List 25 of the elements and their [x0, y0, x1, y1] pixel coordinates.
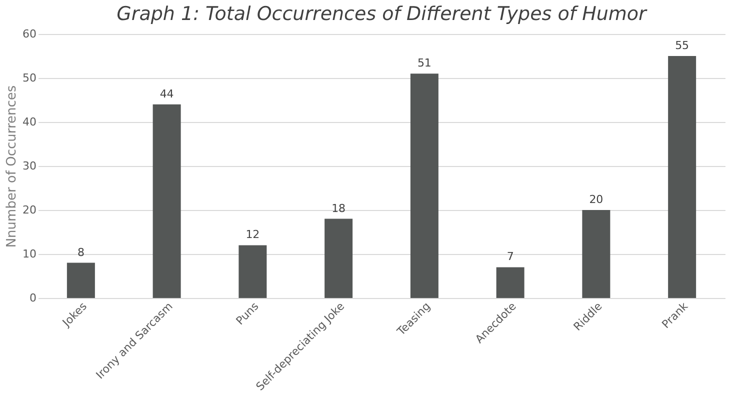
data-label: 20 — [589, 193, 604, 206]
data-label: 55 — [675, 39, 690, 52]
bar — [496, 267, 524, 298]
y-tick-label: 30 — [22, 160, 36, 172]
y-tick-label: 20 — [22, 204, 36, 216]
y-tick-label: 50 — [22, 72, 36, 84]
bar — [152, 104, 181, 298]
data-label: 44 — [160, 87, 174, 100]
bar — [66, 262, 95, 298]
data-label: 12 — [246, 228, 260, 242]
data-label: 8 — [77, 246, 84, 259]
bar — [238, 245, 267, 298]
bar — [582, 210, 610, 298]
bar — [324, 218, 353, 298]
data-label: 18 — [332, 202, 346, 215]
y-axis-title: Nnumber of Occurrences — [4, 85, 20, 248]
bar — [668, 56, 696, 298]
data-label: 7 — [506, 250, 514, 264]
bar — [410, 74, 438, 298]
data-label: 51 — [417, 56, 432, 70]
y-tick-label: 40 — [22, 116, 36, 128]
y-tick-label: 60 — [22, 28, 36, 40]
chart-title: Graph 1: Total Occurrences of Different Types of Humor — [116, 3, 648, 25]
y-tick-label: 10 — [22, 248, 36, 260]
y-tick-label: 0 — [30, 292, 36, 304]
